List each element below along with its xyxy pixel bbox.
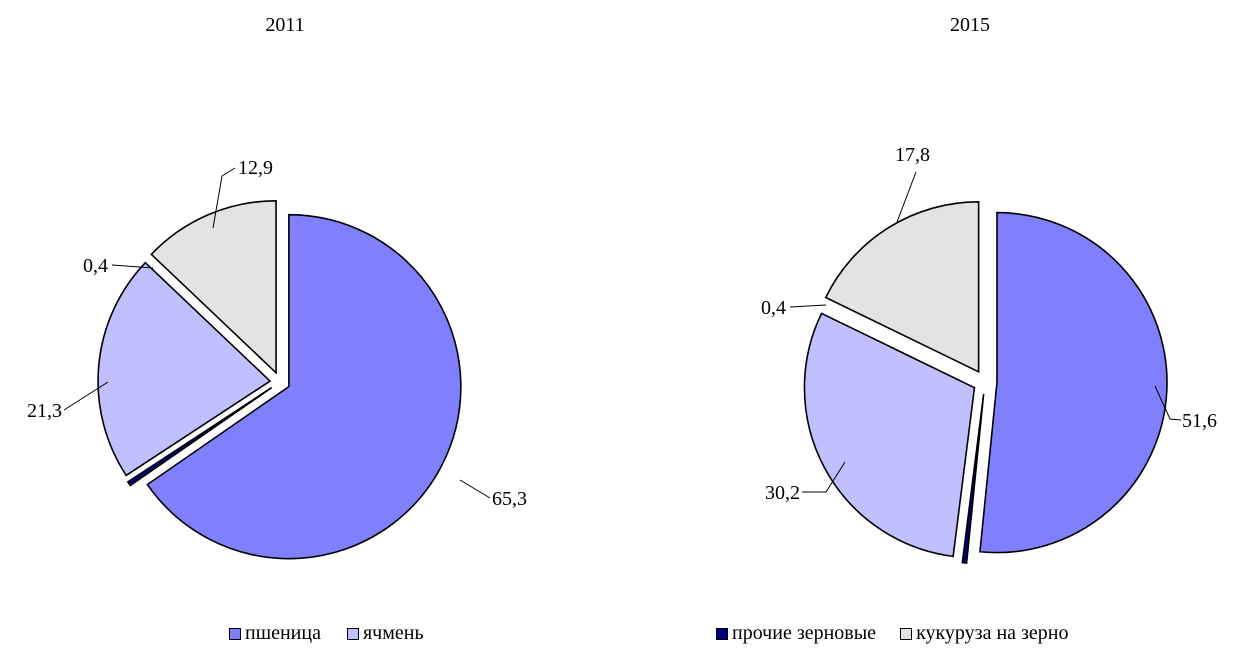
leader-line-2011-barley (63, 381, 109, 411)
legend-label-wheat: пшеница (245, 622, 321, 644)
data-label-2011-wheat: 65,3 (492, 488, 527, 510)
pie-slice-2011-other-grains (126, 386, 273, 487)
chart-title-2015: 2015 (950, 14, 990, 36)
legend-item-wheat: пшеница (229, 622, 321, 645)
legend-right: прочие зерновые кукуруза на зерно (716, 622, 1069, 645)
legend-item-corn: кукуруза на зерно (900, 622, 1069, 645)
data-label-2011-corn: 12,9 (238, 157, 273, 179)
leader-line-2011-other-grains (111, 264, 154, 269)
pie-slice-2015-other-grains (961, 393, 985, 564)
legend-item-barley: ячмень (346, 622, 424, 645)
leader-line-2015-other-grains (789, 304, 827, 308)
pie-slice-2015-corn (824, 201, 980, 374)
pie-slice-2011-barley (97, 261, 272, 477)
leader-line-2011-corn (212, 167, 236, 229)
pie-chart-2011: 65,3 0,4 21,3 12,9 (27, 157, 527, 560)
pie-slice-2011-corn (150, 200, 277, 375)
legend-left: пшеница ячмень (229, 622, 424, 645)
legend-label-corn: кукуруза на зерно (916, 622, 1069, 644)
legend-swatch-wheat (229, 627, 241, 640)
legend-swatch-corn (900, 627, 913, 640)
pie-slice-2015-wheat (979, 211, 1168, 554)
pie-slice-2011-wheat (146, 213, 462, 560)
legend-swatch-barley (346, 627, 359, 640)
chart-title-2011: 2011 (265, 14, 305, 36)
leader-line-2015-wheat (1154, 385, 1182, 421)
data-label-2015-wheat: 51,6 (1182, 410, 1217, 432)
legend-label-barley: ячмень (362, 622, 424, 644)
legend-item-other-grains: прочие зерновые (716, 622, 876, 645)
leader-line-2011-wheat (459, 479, 491, 499)
leader-line-2015-corn (896, 171, 917, 223)
leader-line-2015-barley (802, 461, 846, 493)
data-label-2015-other-grains: 0,4 (761, 297, 786, 319)
data-label-2011-barley: 21,3 (27, 400, 62, 422)
legend-swatch-other-grains (716, 627, 728, 640)
data-label-2011-other-grains: 0,4 (83, 255, 108, 277)
data-label-2015-barley: 30,2 (765, 482, 800, 504)
pie-chart-2015: 51,6 0,4 30,2 17,8 (761, 144, 1217, 564)
pie-slice-2015-barley (803, 312, 976, 558)
legend-label-other-grains: прочие зерновые (732, 622, 877, 644)
data-label-2015-corn: 17,8 (895, 144, 930, 166)
